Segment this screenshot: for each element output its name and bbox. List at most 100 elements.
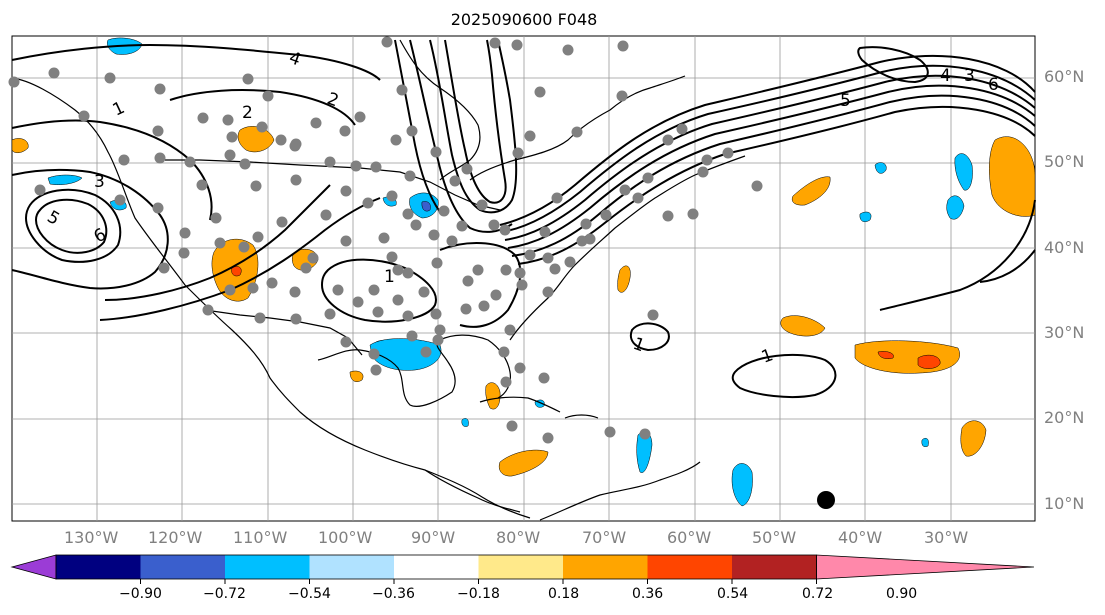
station-dot xyxy=(431,257,443,269)
anomaly-blue xyxy=(921,438,929,447)
station-dot xyxy=(372,306,384,318)
station-dot xyxy=(262,90,274,102)
anomaly-blue xyxy=(47,174,83,185)
station-dot xyxy=(446,235,458,247)
anomaly-red xyxy=(877,351,894,359)
colorbar-tick-label: −0.36 xyxy=(372,586,415,602)
station-dot xyxy=(34,184,46,196)
colorbar-segment xyxy=(647,555,732,579)
station-dot xyxy=(642,172,654,184)
station-dot xyxy=(524,130,536,142)
colorbar-segment xyxy=(56,555,141,579)
station-dot xyxy=(534,86,546,98)
colorbar-segment xyxy=(140,555,225,579)
station-dot xyxy=(320,209,332,221)
colorbar-tick-label: 0.54 xyxy=(717,586,749,602)
hispaniola xyxy=(564,414,599,419)
station-dot xyxy=(406,125,418,137)
station-dot xyxy=(549,263,561,275)
station-dot xyxy=(449,175,461,187)
station-dot xyxy=(396,84,408,96)
station-dot xyxy=(392,264,404,276)
station-dot xyxy=(252,231,264,243)
station-dot xyxy=(370,161,382,173)
station-dot xyxy=(542,286,554,298)
station-dot xyxy=(289,140,301,152)
lon-label: 110°W xyxy=(233,528,288,547)
colorbar xyxy=(10,554,1035,584)
station-dot xyxy=(524,249,536,261)
contour-line xyxy=(504,74,1036,241)
station-dot xyxy=(332,284,344,296)
station-dot xyxy=(256,121,268,133)
contour-line xyxy=(169,89,356,126)
station-dot xyxy=(438,205,450,217)
anomaly-blue xyxy=(859,211,872,222)
station-dot xyxy=(697,166,709,178)
station-dot xyxy=(226,131,238,143)
colorbar-segment xyxy=(394,555,479,579)
station-dot xyxy=(434,324,446,336)
lat-label: 20°N xyxy=(1044,408,1085,427)
station-dot xyxy=(410,219,422,231)
graticule xyxy=(12,36,1035,521)
station-dot xyxy=(324,156,336,168)
contour-line xyxy=(409,39,513,233)
station-dot xyxy=(499,224,511,236)
station-dot xyxy=(48,67,60,79)
anomaly-blue xyxy=(369,338,442,371)
station-dot xyxy=(751,180,763,192)
contour-label: 1 xyxy=(384,267,395,287)
contour-line xyxy=(879,199,1036,311)
south-america-coast xyxy=(539,461,701,521)
station-dot xyxy=(402,267,414,279)
station-dot xyxy=(276,216,288,228)
station-dot xyxy=(290,313,302,325)
station-dot xyxy=(214,237,226,249)
station-dot xyxy=(456,220,468,232)
contour-label: 2 xyxy=(242,103,253,123)
station-dot xyxy=(152,125,164,137)
station-dot xyxy=(339,125,351,137)
colorbar-segment xyxy=(563,555,648,579)
station-dot xyxy=(324,308,336,320)
anomaly-orange xyxy=(11,138,29,153)
contour-label: 5 xyxy=(840,91,851,111)
station-dot xyxy=(8,76,20,88)
station-dot xyxy=(514,267,526,279)
station-dot xyxy=(350,160,362,172)
station-dot xyxy=(378,232,390,244)
lat-label: 40°N xyxy=(1044,238,1085,257)
anomaly-orange xyxy=(989,136,1036,217)
anomaly-orange xyxy=(617,265,631,293)
colorbar-segment xyxy=(732,555,817,579)
shaded-anomalies xyxy=(11,37,1036,507)
lon-label: 30°W xyxy=(924,528,969,547)
central-america xyxy=(424,469,521,513)
lat-label: 60°N xyxy=(1044,67,1085,86)
station-dot xyxy=(197,112,209,124)
anomaly-blue xyxy=(731,463,753,507)
station-dot xyxy=(472,264,484,276)
colorbar-tick-label: −0.54 xyxy=(288,586,331,602)
map-title: 2025090600 F048 xyxy=(450,10,598,29)
contour-label: 3 xyxy=(964,66,975,86)
station-dot xyxy=(114,194,126,206)
anomaly-orange xyxy=(791,176,831,206)
lon-label: 60°W xyxy=(667,528,712,547)
station-dot xyxy=(239,158,251,170)
station-dot xyxy=(266,277,278,289)
station-dot xyxy=(478,300,490,312)
lat-label: 30°N xyxy=(1044,323,1085,342)
lon-label: 100°W xyxy=(318,528,373,547)
station-dot xyxy=(489,37,501,49)
anomaly-red xyxy=(917,354,941,369)
station-dot xyxy=(461,163,473,175)
station-dot xyxy=(307,252,319,264)
contour-line xyxy=(429,39,518,214)
lon-label: 90°W xyxy=(411,528,456,547)
station-dot xyxy=(196,179,208,191)
station-dot xyxy=(504,324,516,336)
contour-line xyxy=(629,322,670,352)
station-dot xyxy=(78,110,90,122)
